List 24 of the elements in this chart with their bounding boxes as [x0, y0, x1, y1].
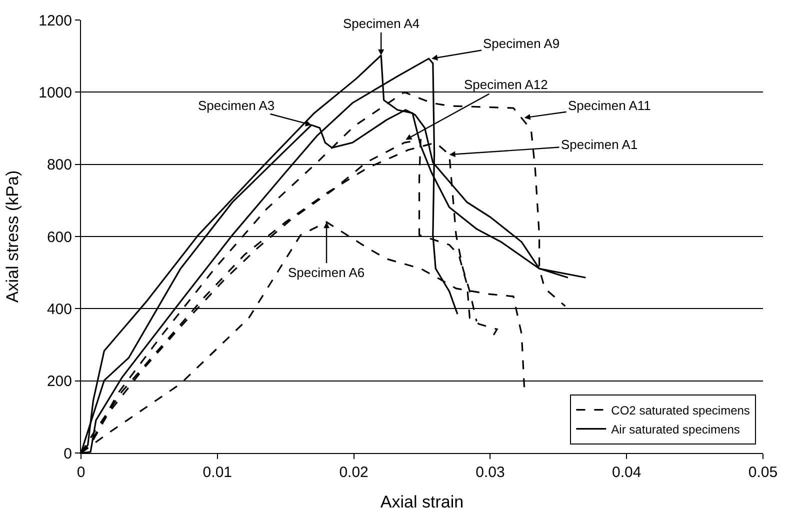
x-tick-label: 0 — [76, 464, 86, 481]
annotation: Specimen A4 — [343, 16, 420, 31]
x-tick-label: 0.03 — [476, 464, 505, 481]
y-tick-label: 0 — [64, 445, 72, 462]
y-tick-label: 800 — [46, 156, 72, 174]
annotation: Specimen A6 — [288, 265, 365, 280]
y-tick-label: 200 — [46, 373, 72, 390]
y-axis-title: Axial stress (kPa) — [3, 170, 22, 303]
annotation: Specimen A3 — [198, 98, 275, 113]
annotation: Specimen A1 — [561, 137, 638, 152]
x-tick-label: 0.02 — [339, 464, 368, 481]
annotation: Specimen A9 — [483, 36, 560, 51]
y-tick-label: 400 — [46, 300, 72, 318]
x-axis-title: Axial strain — [380, 492, 464, 512]
x-tick-label: 0.04 — [612, 464, 642, 481]
annotation: Specimen A12 — [464, 77, 548, 92]
y-tick-label: 1200 — [38, 12, 72, 30]
x-tick-label: 0.01 — [202, 464, 232, 481]
legend-label: CO2 saturated specimens — [611, 404, 750, 418]
y-tick-label: 600 — [46, 228, 72, 246]
annotation: Specimen A11 — [568, 98, 651, 113]
legend-label: Air saturated specimens — [611, 422, 740, 437]
y-tick-label: 1000 — [38, 84, 72, 102]
x-tick-label: 0.05 — [748, 464, 778, 481]
